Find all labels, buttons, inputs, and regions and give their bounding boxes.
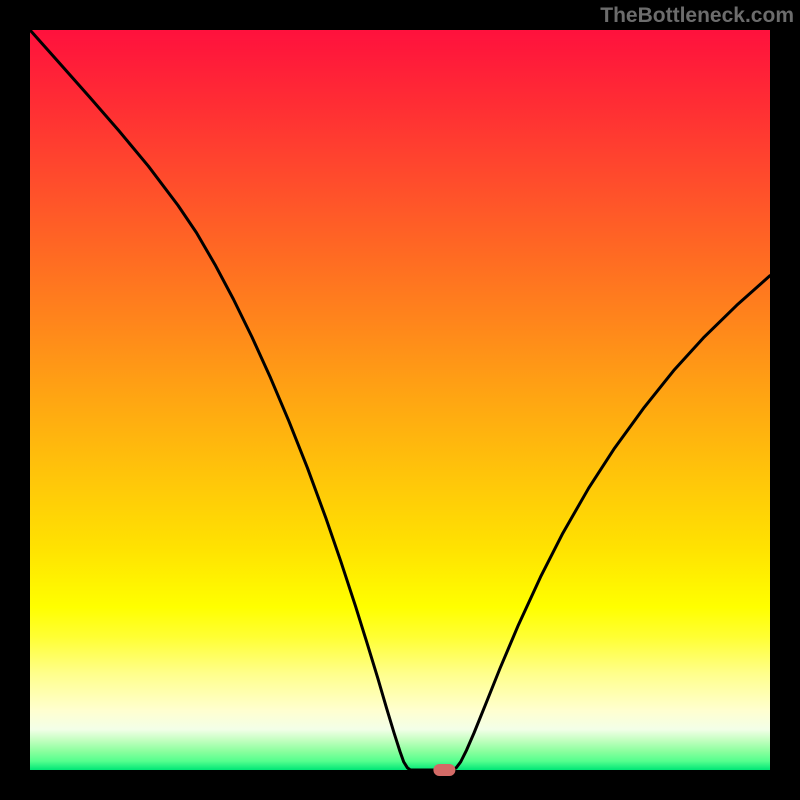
bottleneck-chart <box>0 0 800 800</box>
plot-background <box>30 30 770 770</box>
chart-container: TheBottleneck.com <box>0 0 800 800</box>
watermark-text: TheBottleneck.com <box>600 4 794 28</box>
optimal-marker <box>433 764 455 776</box>
